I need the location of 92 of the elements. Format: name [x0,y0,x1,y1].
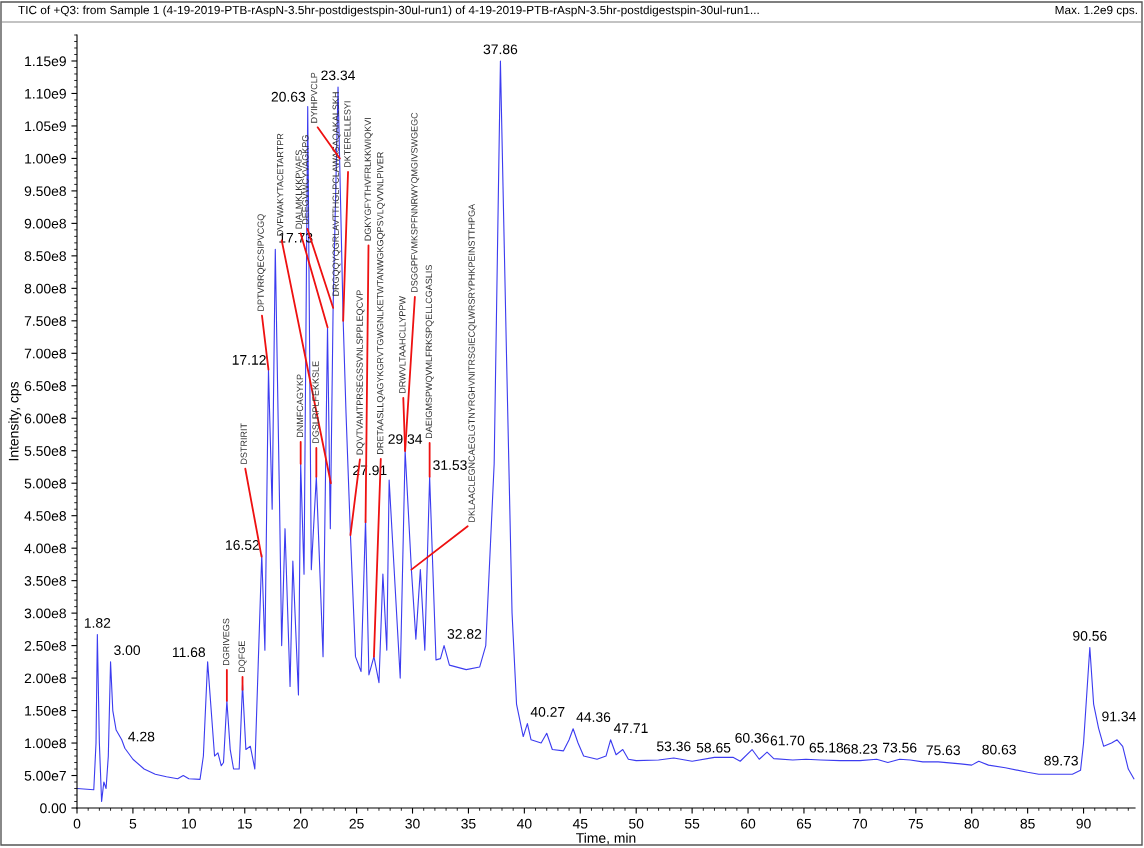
y-tick-label: 9.00e8 [24,218,66,229]
x-tick-label: 75 [908,818,923,829]
annotation: DSGGPFVMKSPFNNRWYQMGIVSWGEGC [411,112,420,292]
y-tick-label: 2.00e8 [24,673,66,684]
y-tick-label: 3.50e8 [24,575,66,586]
annotation: 61.70 [770,735,805,746]
x-tick-label: 85 [1020,818,1035,829]
annotation: 80.63 [982,744,1016,755]
annotation: 91.34 [1102,711,1136,722]
y-tick-label: 4.50e8 [24,511,66,521]
x-tick-label: 50 [629,818,644,829]
annotation: DGRIVEGS [222,618,230,666]
y-tick-label: 1.50e8 [25,705,66,716]
y-tick-label: 7.00e8 [24,348,66,359]
annotation: DGSLRPLFEKKSLE [312,361,319,443]
y-tick-label: 1.10e9 [25,88,66,99]
y-tick-label: 1.15e9 [25,56,66,67]
x-tick-label: 80 [964,818,979,829]
annotation: 65.18 [809,742,844,753]
annotation: 37.86 [483,44,518,55]
chart-title: TIC of +Q3: from Sample 1 (4-19-2019-PTB-rAspN-3.5hr-postdigestspin-30ul-run1) of 4-19-2019-PTB-rAspN-3.5hr-postdigestspin-30ul-run1... [18,5,759,17]
annotation: 58.65 [696,742,731,753]
annotation: 4.28 [128,731,155,742]
annotation: 73.56 [883,742,917,753]
y-tick-label: 2.50e8 [24,640,66,651]
y-tick-label: 8.50e8 [24,251,66,262]
annotation: 1.82 [84,617,111,628]
annotation: 89.73 [1044,755,1078,766]
x-tick-label: 70 [852,818,868,829]
y-tick-label: 5.00e7 [24,770,66,781]
x-tick-label: 45 [572,818,588,829]
annotation: DYIHPVCLP [310,72,318,123]
x-tick-label: 90 [1076,818,1091,829]
annotation: 47.71 [613,723,648,733]
y-tick-label: 9.50e8 [24,186,66,197]
y-tick-label: 1.05e9 [25,121,66,132]
annotation: 3.00 [114,645,141,656]
y-tick-label: 3.00e8 [24,608,66,619]
annotation: 11.68 [172,647,206,658]
line-series [77,60,1135,803]
text: Max. 1.2e9 cps. [1055,5,1137,17]
annotation: DSTRIRIT [240,423,247,464]
annotation: 40.27 [530,706,565,717]
annotation: 20.63 [271,91,306,102]
x-tick-label: 5 [129,818,137,829]
annotation: DEEGVWCYVAGKPG [302,135,309,225]
annotation: DRWVLTAAHCLLYPPW [399,296,406,393]
x-tick-label: 15 [238,818,252,829]
y-tick-label: 6.50e8 [24,381,66,391]
y-tick-label: 4.00e8 [24,543,66,554]
y-tick-label: 7.50e8 [24,316,66,326]
x-tick-label: 30 [405,818,420,829]
y-tick-label: 6.00e8 [24,413,66,424]
x-axis-title: Time, min [576,832,636,845]
y-tick-label: 1.00e8 [25,738,66,749]
annotation: 32.82 [447,629,482,639]
y-tick-label: 0.00 [40,803,67,814]
x-tick-label: 10 [182,818,197,829]
annotation: 16.52 [226,540,260,550]
x-tick-label: 0 [73,818,81,829]
annotation: DRETAASLLQAGYKGRVTGWGNLKETWTANWGKGQPSVLQVVNLPIVER [376,152,385,454]
annotation: DPTVRRQECSIPVCGQ [257,214,266,311]
x-tick-label: 65 [796,818,812,829]
x-tick-label: 60 [741,818,756,829]
x-tick-label: 25 [349,818,364,829]
annotation: DKLAACLEGNCAEGLGTNYRGHVNITRSGIECQLWRSRYPHKPEINSTTHPGA [468,203,477,522]
annotation: DQVTVAMTPRSEGSSVNLSPPLEQCVP [356,290,365,455]
y-tick-label: 8.00e8 [24,283,66,294]
annotation: DIALMKLKKPVAFS [295,150,302,229]
annotation: DKTERELLESYI [344,101,351,168]
annotation: 53.36 [656,741,691,752]
annotation: DNMFCAGYKP [296,374,304,437]
annotation: 90.56 [1073,630,1107,641]
annotation: 31.53 [433,460,467,470]
annotation: 17.12 [232,354,266,365]
annotation: 23.34 [321,70,356,81]
annotation: 60.36 [735,732,769,743]
x-tick-label: 35 [461,818,476,829]
annotation: DQFGE [238,641,247,673]
annotation: DAEIGMSPWQVMLFRKSPQELLCGASLIS [425,265,434,438]
annotation: DGKYGFYTHVFRLKKWIQKVI [364,118,373,241]
x-tick-label: 40 [516,818,532,829]
y-axis-title: Intensity, cps [8,381,22,461]
x-tick-label: 20 [293,818,308,829]
y-tick-label: 1.00e9 [25,153,66,164]
y-tick-label: 5.00e8 [24,478,66,489]
x-tick-label: 55 [684,818,700,829]
annotation: 75.63 [926,745,960,756]
y-tick-label: 5.50e8 [24,446,66,456]
annotation: DRGQQYQGRLAVTTHGLPCLAWASAQAKALSKH [332,92,341,296]
annotation: 68.23 [843,744,878,754]
annotation: 44.36 [576,712,611,723]
